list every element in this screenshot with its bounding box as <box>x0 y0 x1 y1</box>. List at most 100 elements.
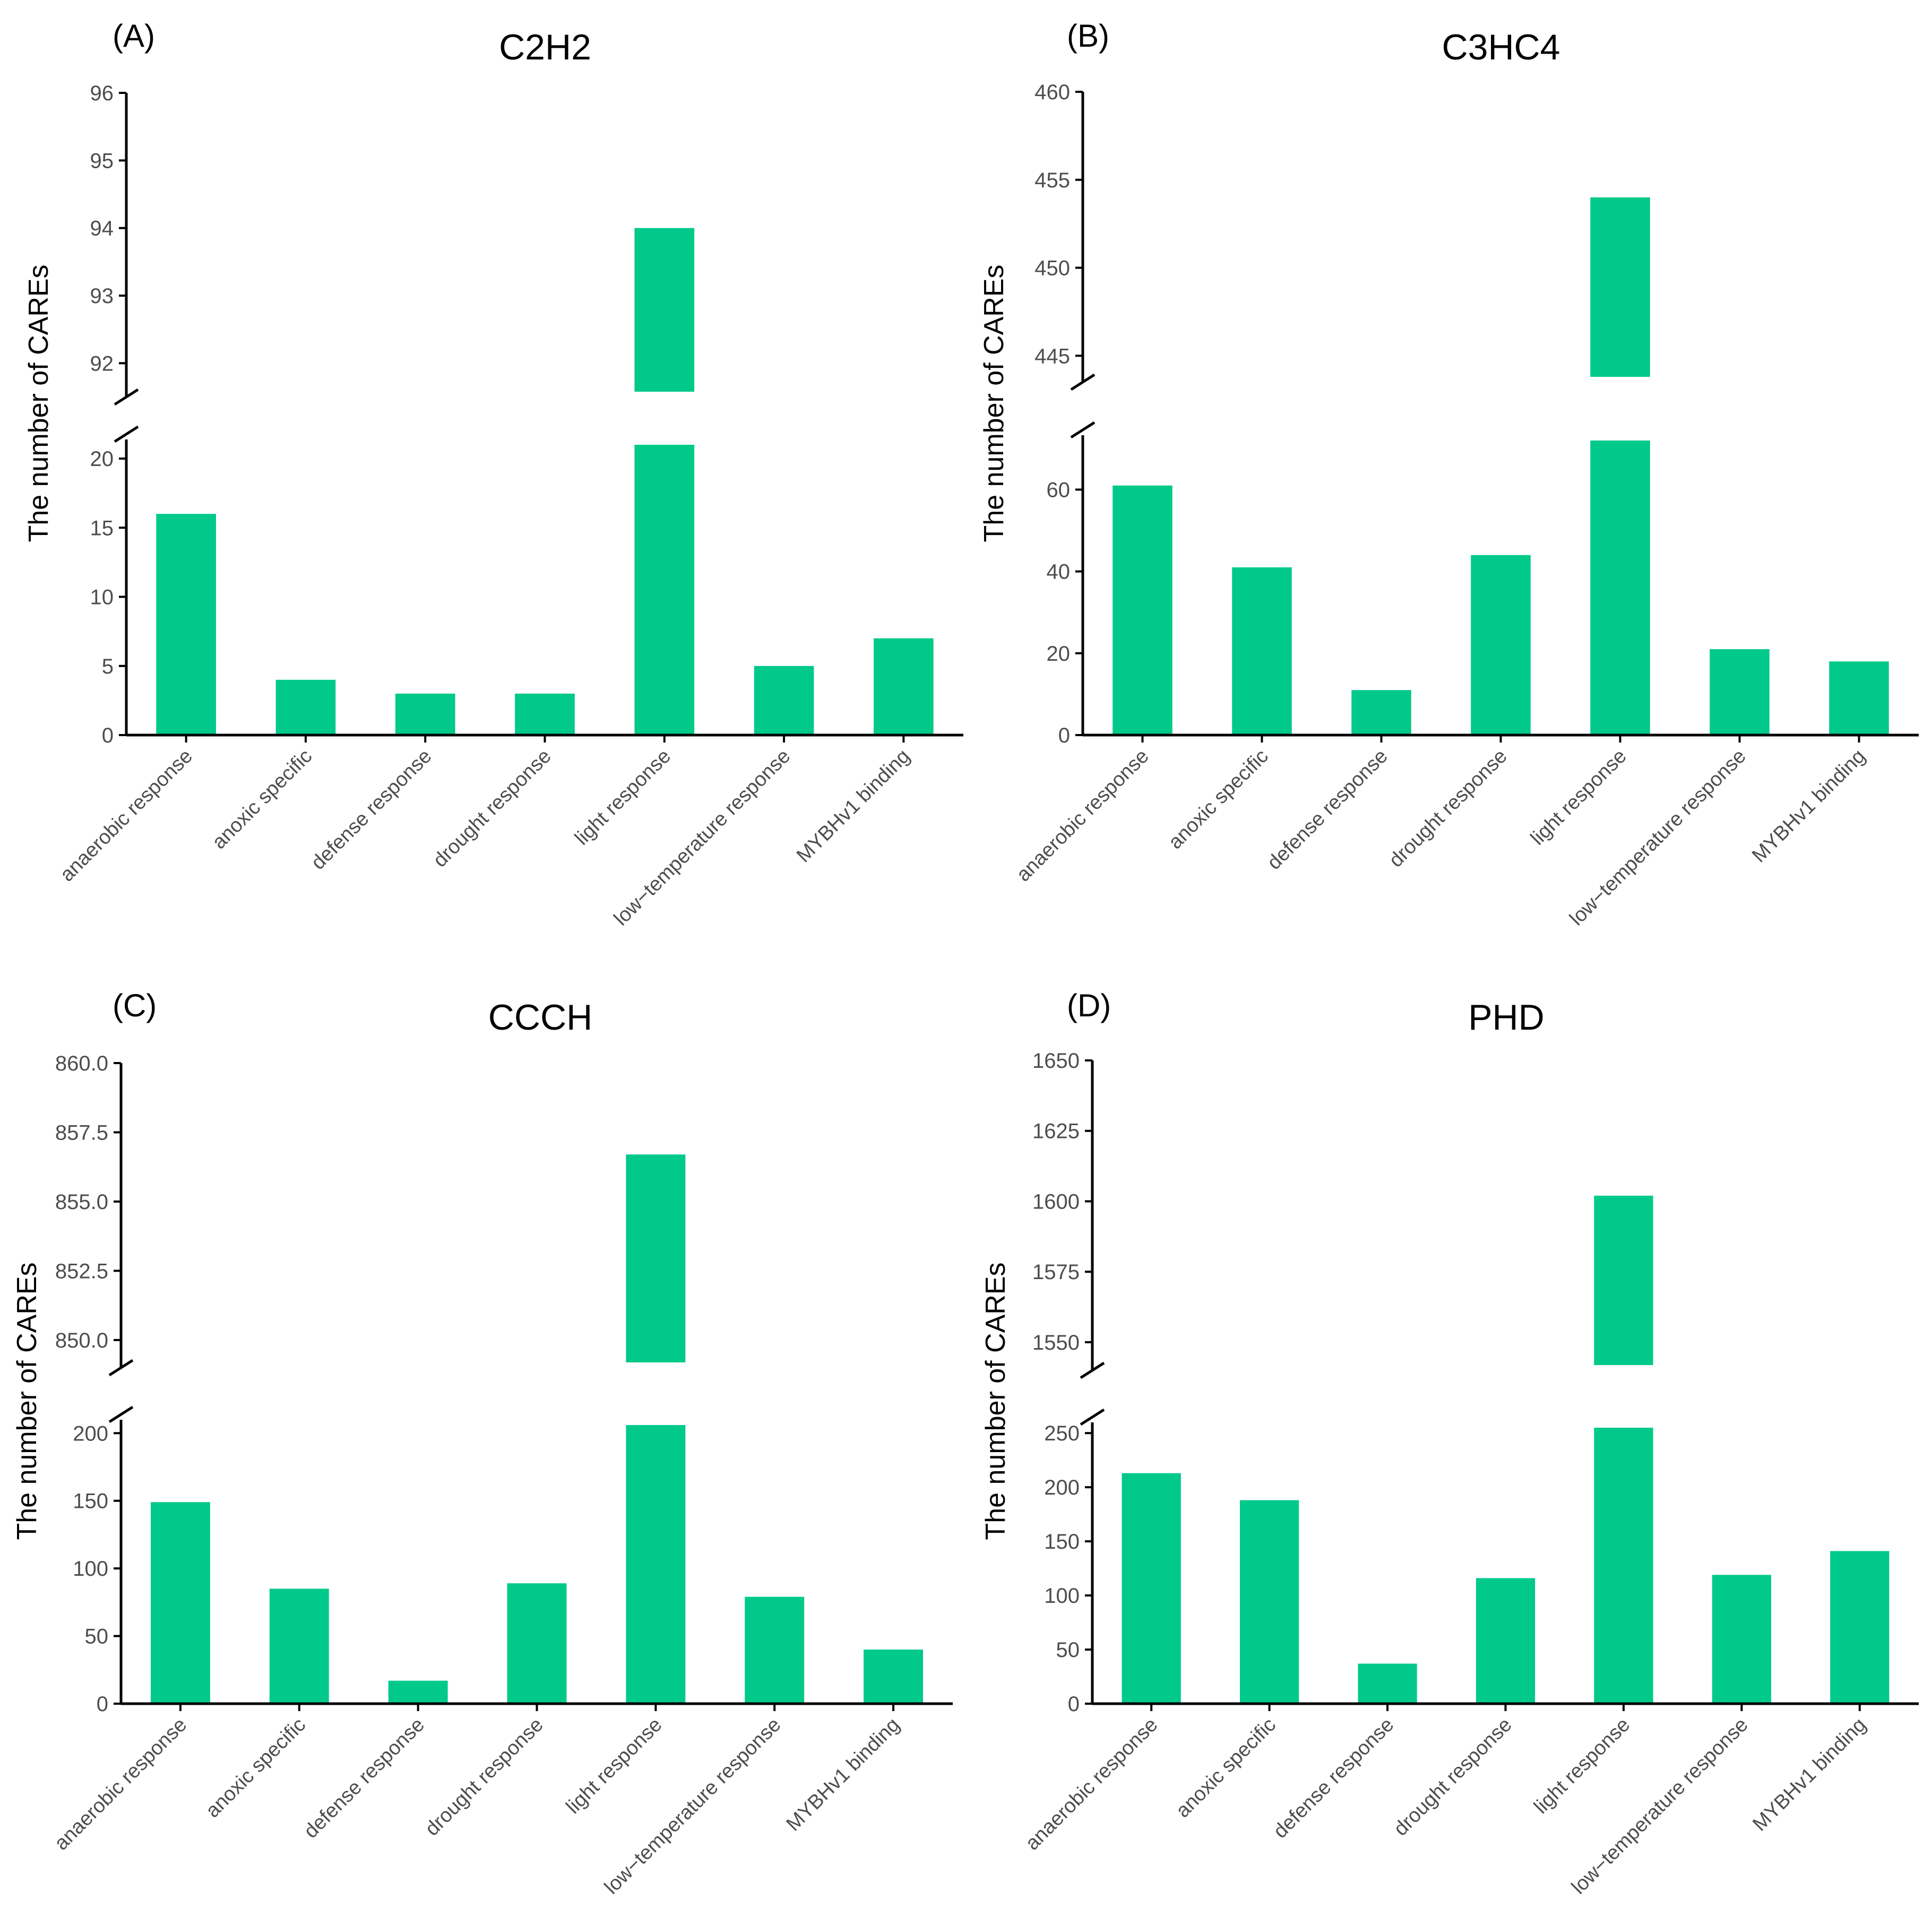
y-axis-label: The number of CAREs <box>979 264 1010 542</box>
x-tick-label: MYBHv1 binding <box>782 1714 904 1836</box>
panel-label: (C) <box>113 988 157 1023</box>
bar <box>395 693 455 735</box>
y-tick-label: 20 <box>90 447 114 471</box>
y-tick-label: 0 <box>1058 724 1070 747</box>
x-tick-label: anoxic specific <box>1164 745 1272 853</box>
y-tick-label: 150 <box>1044 1530 1080 1553</box>
y-tick-label: 60 <box>1047 479 1071 502</box>
x-tick-label: drought response <box>421 1714 548 1841</box>
bar <box>745 1596 805 1704</box>
chart-title: C3HC4 <box>1442 27 1560 67</box>
x-tick-label: anaerobic response <box>1021 1714 1162 1855</box>
x-tick-label: anaerobic response <box>50 1714 192 1855</box>
bar-lower-segment <box>1590 441 1650 735</box>
bar-lower-segment <box>634 445 695 735</box>
bar <box>1112 485 1172 735</box>
y-tick-label: 92 <box>90 352 114 375</box>
y-tick-label: 93 <box>90 284 114 308</box>
bar <box>1358 1663 1417 1704</box>
chart-title: CCCH <box>488 997 592 1038</box>
x-tick-label: drought response <box>1385 745 1512 872</box>
y-tick-label: 1575 <box>1032 1261 1080 1284</box>
axis-break-mark <box>114 425 139 443</box>
y-tick-label: 850.0 <box>55 1329 108 1352</box>
panel-d: (D) PHD The number of CAREs 0 50 100 150 200 250… <box>980 988 1919 1898</box>
y-tick-label: 40 <box>1047 560 1071 584</box>
axis-break-mark <box>1070 373 1096 391</box>
x-tick-label: light response <box>1530 1714 1634 1818</box>
y-tick-label: 50 <box>85 1625 109 1648</box>
x-tick-label: anoxic specific <box>208 745 316 853</box>
bar <box>156 514 216 735</box>
bar <box>388 1680 448 1704</box>
panel-label: (A) <box>113 18 155 54</box>
y-tick-label: 1625 <box>1032 1120 1080 1143</box>
y-tick-label: 200 <box>73 1422 108 1445</box>
bar <box>275 679 336 735</box>
bar-lower-segment <box>626 1425 686 1704</box>
y-axis-label: The number of CAREs <box>12 1262 42 1540</box>
y-tick-label: 860.0 <box>55 1052 108 1075</box>
y-tick-label: 100 <box>73 1557 108 1581</box>
x-tick-label: drought response <box>429 745 556 872</box>
panel-label: (D) <box>1067 988 1111 1023</box>
y-tick-label: 852.5 <box>55 1259 108 1283</box>
axis-break-mark <box>114 388 139 406</box>
y-tick-label: 445 <box>1034 344 1070 368</box>
x-tick-label: light response <box>1526 745 1631 850</box>
y-tick-label: 857.5 <box>55 1121 108 1144</box>
y-tick-label: 455 <box>1034 169 1070 192</box>
bar <box>1471 555 1531 735</box>
bar-upper-segment <box>626 1154 686 1362</box>
x-tick-label: anaerobic response <box>1012 745 1153 886</box>
axis-break-mark <box>108 1359 134 1377</box>
bar <box>1122 1473 1181 1704</box>
axis-break-mark <box>1080 1408 1105 1426</box>
y-tick-label: 460 <box>1034 81 1070 104</box>
bar-lower-segment <box>1594 1428 1653 1704</box>
bar <box>864 1650 924 1704</box>
bar <box>1830 1551 1890 1704</box>
bar <box>1710 649 1770 735</box>
y-tick-label: 150 <box>73 1490 108 1513</box>
y-tick-label: 1600 <box>1032 1190 1080 1213</box>
y-axis-label: The number of CAREs <box>980 1262 1011 1540</box>
y-tick-label: 1550 <box>1032 1331 1080 1354</box>
axis-break-mark <box>1070 421 1096 439</box>
axis-break-mark <box>108 1405 134 1423</box>
chart-title: PHD <box>1468 997 1545 1038</box>
chart-title: C2H2 <box>499 27 591 67</box>
bar <box>754 666 814 735</box>
x-tick-label: defense response <box>1269 1714 1398 1843</box>
x-tick-label: light response <box>571 745 675 850</box>
bar <box>1240 1500 1299 1704</box>
y-tick-label: 10 <box>90 586 114 609</box>
bar <box>1829 661 1889 735</box>
y-tick-label: 94 <box>90 217 114 240</box>
bar <box>150 1502 210 1704</box>
bar <box>874 638 934 735</box>
x-tick-label: defense response <box>300 1714 429 1843</box>
bar <box>1351 690 1411 735</box>
y-tick-label: 100 <box>1044 1584 1080 1608</box>
bar <box>1712 1575 1771 1704</box>
x-tick-label: anoxic specific <box>1172 1714 1280 1822</box>
y-tick-label: 0 <box>97 1693 108 1716</box>
y-tick-label: 855.0 <box>55 1190 108 1214</box>
y-tick-label: 250 <box>1044 1422 1080 1445</box>
y-tick-label: 96 <box>90 82 114 105</box>
axis-break-mark <box>1080 1361 1105 1379</box>
panel-a: (A) C2H2 The number of CAREs 0 5 10 15 20 92 93 94… <box>23 18 963 930</box>
panel-c: (C) CCCH The number of CAREs 0 50 100 150 200 85… <box>12 988 953 1898</box>
bar <box>515 693 575 735</box>
y-axis-label: The number of CAREs <box>23 264 54 542</box>
x-tick-label: light response <box>562 1714 667 1818</box>
y-tick-label: 0 <box>102 724 114 747</box>
panel-label: (B) <box>1067 18 1109 54</box>
y-tick-label: 50 <box>1056 1638 1080 1662</box>
y-tick-label: 0 <box>1068 1693 1080 1716</box>
x-tick-label: MYBHv1 binding <box>1748 1714 1870 1836</box>
bar-upper-segment <box>634 228 695 392</box>
panel-b: (B) C3HC4 The number of CAREs 0 20 40 60 445 450… <box>979 18 1919 930</box>
